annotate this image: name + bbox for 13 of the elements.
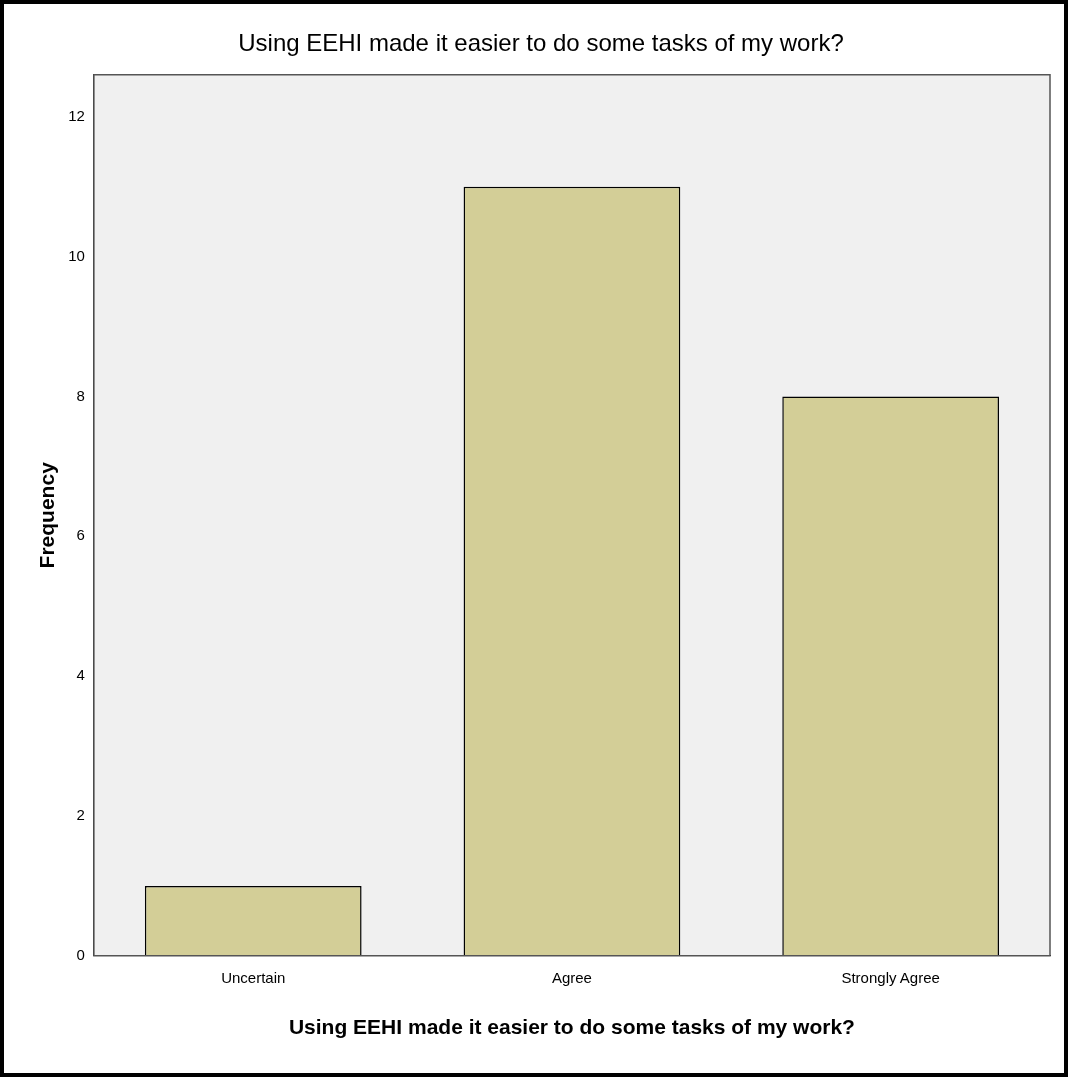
x-tick-label: Strongly Agree: [841, 968, 940, 986]
x-tick-label: Uncertain: [221, 968, 286, 986]
y-tick-label: 2: [76, 806, 85, 824]
y-tick-label: 4: [76, 666, 85, 684]
y-tick-label: 12: [68, 106, 85, 124]
y-tick-label: 8: [76, 386, 85, 404]
y-tick-label: 6: [76, 526, 85, 544]
y-axis-title: Frequency: [35, 461, 59, 569]
y-tick-label: 0: [76, 945, 85, 963]
x-tick-label: Agree: [551, 968, 592, 986]
chart-title: Using EEHI made it easier to do some tasks of my work?: [238, 29, 844, 57]
y-tick-label: 10: [68, 246, 85, 264]
x-axis-title: Using EEHI made it easier to do some tasks of my work?: [288, 1015, 855, 1039]
